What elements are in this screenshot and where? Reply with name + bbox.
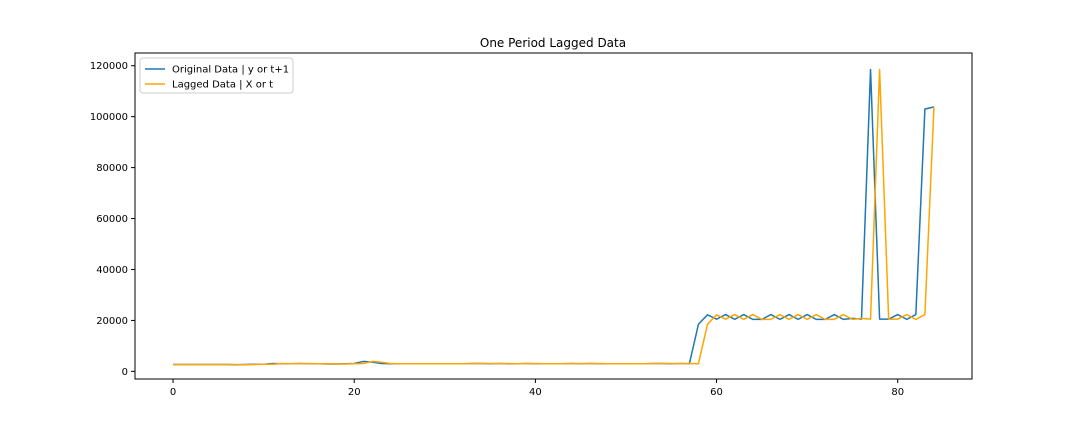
x-tick-label: 0 xyxy=(170,387,176,398)
y-tick-label: 120000 xyxy=(90,61,128,72)
legend-label-1: Original Data | y or t+1 xyxy=(172,65,289,76)
legend: Original Data | y or t+1 Lagged Data | X … xyxy=(139,57,294,94)
y-tick-label: 20000 xyxy=(96,316,128,327)
y-tick-label: 80000 xyxy=(96,163,128,174)
legend-box xyxy=(139,57,294,94)
chart-title: One Period Lagged Data xyxy=(480,36,626,50)
plot-frame xyxy=(134,52,973,380)
y-tick-label: 100000 xyxy=(90,112,128,123)
series-line-2 xyxy=(173,68,935,366)
legend-label-2: Lagged Data | X or t xyxy=(172,80,273,91)
x-tick-label: 20 xyxy=(348,387,361,398)
y-tick-label: 0 xyxy=(122,367,128,378)
x-tick-label: 40 xyxy=(529,387,542,398)
y-tick-label: 40000 xyxy=(96,265,128,276)
y-tick-label: 60000 xyxy=(96,214,128,225)
x-tick-label: 80 xyxy=(891,387,904,398)
x-tick-label: 60 xyxy=(710,387,723,398)
series-line-1 xyxy=(173,68,935,366)
